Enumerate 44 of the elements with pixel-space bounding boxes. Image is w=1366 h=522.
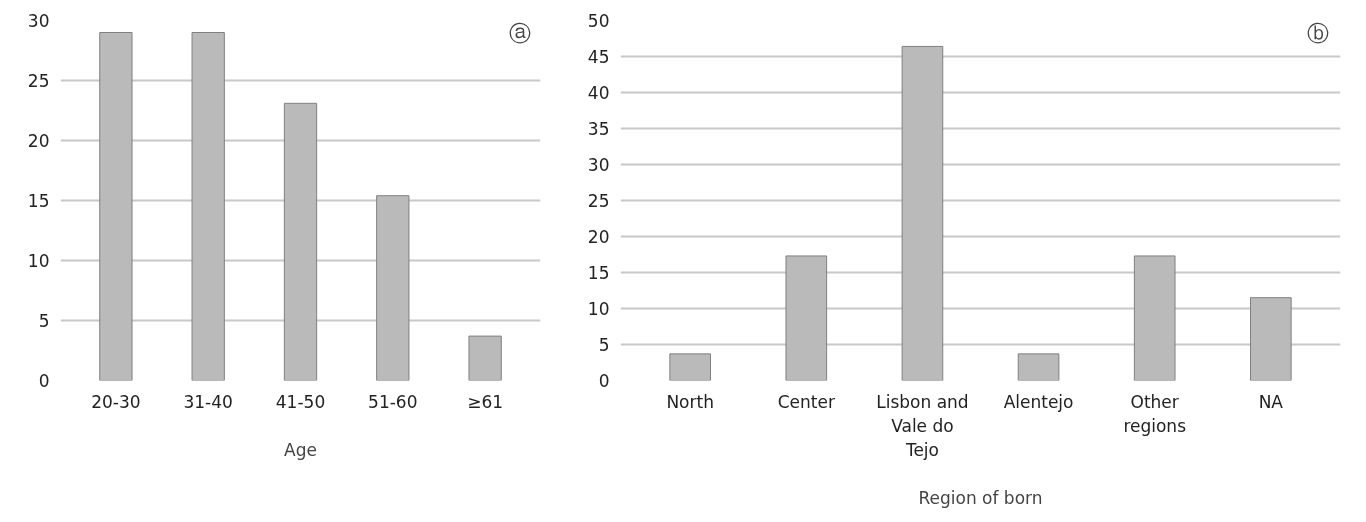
x-tick-label: ≥61 xyxy=(467,391,504,412)
y-tick-label: 10 xyxy=(587,299,610,319)
y-tick-label: 25 xyxy=(27,71,50,91)
x-tick-label: 20-30 xyxy=(91,391,141,412)
bar xyxy=(1133,255,1176,381)
y-tick-label: 5 xyxy=(598,335,610,355)
bar xyxy=(283,102,318,381)
y-tick-label: 50 xyxy=(587,11,610,31)
x-tick-label: 31-40 xyxy=(183,391,233,412)
x-tick-label: Center xyxy=(777,391,835,412)
x-axis-title: Age xyxy=(284,439,317,460)
x-tick-label: Other regions xyxy=(1123,391,1187,436)
x-tick-label: 51-60 xyxy=(368,391,418,412)
y-tick-label: 0 xyxy=(598,371,610,391)
bar xyxy=(99,32,133,381)
x-tick-label: Lisbon and Vale do Tejo xyxy=(876,391,969,460)
x-tick-label: North xyxy=(666,391,714,412)
y-tick-label: 10 xyxy=(27,251,50,271)
y-tick-label: 15 xyxy=(27,191,50,211)
y-tick-label: 5 xyxy=(38,311,50,331)
bar xyxy=(376,195,410,381)
bar xyxy=(901,45,944,381)
bar xyxy=(191,32,225,381)
bar xyxy=(669,353,711,381)
bar xyxy=(785,255,828,381)
y-tick-label: 45 xyxy=(587,47,610,67)
y-tick-label: 15 xyxy=(587,263,610,283)
x-tick-label: Alentejo xyxy=(1003,391,1074,412)
annotation: ⓐ xyxy=(509,20,532,46)
y-tick-label: 35 xyxy=(587,119,610,139)
annotation: ⓑ xyxy=(1306,20,1329,46)
bar xyxy=(1017,353,1060,381)
y-tick-label: 40 xyxy=(587,83,610,103)
x-tick-label: NA xyxy=(1258,391,1284,412)
y-tick-label: 20 xyxy=(587,227,610,247)
y-tick-label: 30 xyxy=(27,11,50,31)
y-tick-label: 0 xyxy=(38,371,50,391)
x-axis-title: Region of born xyxy=(918,487,1043,508)
x-tick-label: 41-50 xyxy=(275,391,326,412)
y-tick-label: 30 xyxy=(587,155,610,175)
bar xyxy=(468,335,502,381)
y-tick-label: 25 xyxy=(587,191,610,211)
bar xyxy=(1250,297,1292,381)
y-tick-label: 20 xyxy=(27,131,50,151)
